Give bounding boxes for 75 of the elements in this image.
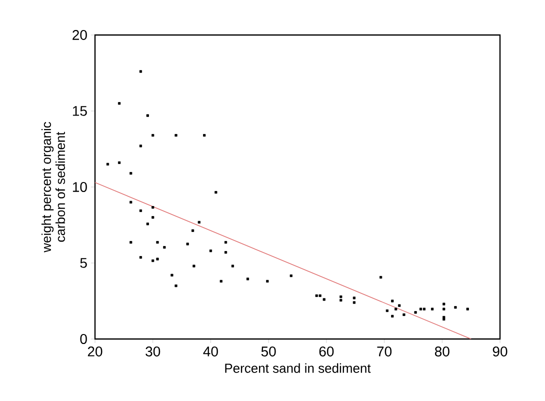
x-tick-label: 30 <box>146 346 160 356</box>
point <box>340 298 342 302</box>
point <box>454 306 457 309</box>
point <box>174 284 178 288</box>
point <box>152 206 154 209</box>
point <box>156 258 159 260</box>
point <box>214 191 218 194</box>
point <box>139 144 142 148</box>
point <box>191 229 194 232</box>
point <box>442 308 446 310</box>
point <box>318 294 322 297</box>
point <box>220 280 222 283</box>
point <box>431 308 434 310</box>
point <box>380 276 382 279</box>
point <box>139 70 142 73</box>
y-tick-label: 10 <box>72 182 87 192</box>
point <box>322 298 326 301</box>
point <box>419 308 422 310</box>
point <box>224 241 228 244</box>
point <box>156 241 159 244</box>
point <box>442 318 446 321</box>
x-tick-label: 70 <box>377 346 392 356</box>
point <box>186 242 189 246</box>
y-tick-label: 5 <box>80 258 87 268</box>
point <box>224 251 228 254</box>
point <box>130 241 132 244</box>
point <box>398 304 401 307</box>
point <box>174 134 178 137</box>
x-tick-label: 50 <box>261 346 276 356</box>
x-tick-label: 80 <box>434 346 450 356</box>
point <box>130 200 132 204</box>
point <box>118 161 121 164</box>
point <box>391 314 394 318</box>
x-axis-title: Percent sand in sediment <box>225 363 371 373</box>
point <box>422 308 426 310</box>
point <box>139 209 142 212</box>
point <box>442 316 446 319</box>
point <box>231 264 234 268</box>
point <box>146 222 149 226</box>
y-axis-title: weight percent organic carbon of sediment <box>41 122 66 252</box>
x-tick-label: 60 <box>319 346 334 356</box>
point <box>340 295 342 298</box>
point <box>163 246 166 249</box>
point <box>130 172 132 175</box>
point <box>386 309 388 312</box>
point <box>106 162 110 166</box>
point <box>152 259 154 262</box>
point <box>352 296 356 300</box>
x-tick-label: 20 <box>88 346 102 356</box>
point <box>442 302 446 306</box>
point <box>402 313 406 316</box>
point <box>209 250 212 252</box>
x-tick-label: 90 <box>492 346 508 356</box>
point <box>352 301 356 304</box>
y-tick-label: 0 <box>80 334 87 344</box>
point <box>246 278 250 280</box>
y-tick-label: 15 <box>72 106 87 116</box>
point <box>192 264 196 268</box>
point <box>139 256 142 259</box>
point <box>152 134 154 137</box>
y-tick-label: 20 <box>72 30 87 40</box>
point <box>203 134 206 137</box>
point <box>466 308 469 310</box>
point <box>394 308 398 310</box>
point <box>266 280 269 283</box>
x-tick-label: 40 <box>203 346 218 356</box>
point <box>170 274 174 276</box>
point <box>118 102 121 105</box>
point <box>198 220 200 224</box>
point <box>391 300 394 302</box>
point <box>414 311 417 314</box>
point <box>290 274 292 278</box>
point <box>315 294 318 297</box>
point <box>146 114 149 117</box>
point <box>152 216 154 219</box>
